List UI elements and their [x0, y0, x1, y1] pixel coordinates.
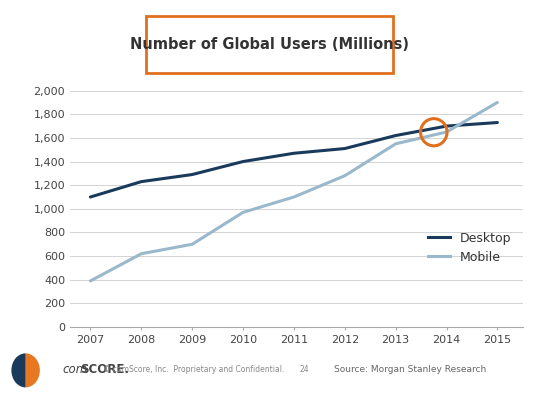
Legend: Desktop, Mobile: Desktop, Mobile	[423, 227, 516, 269]
Wedge shape	[11, 353, 26, 387]
Text: 24: 24	[300, 364, 309, 374]
Text: © comScore, Inc.  Proprietary and Confidential.: © comScore, Inc. Proprietary and Confide…	[103, 364, 285, 374]
Text: Number of Global Users (Millions): Number of Global Users (Millions)	[130, 37, 409, 52]
Text: SCORE.: SCORE.	[80, 362, 129, 375]
Text: Source: Morgan Stanley Research: Source: Morgan Stanley Research	[334, 364, 486, 374]
FancyBboxPatch shape	[146, 16, 393, 73]
Text: com: com	[62, 362, 87, 375]
Wedge shape	[26, 353, 40, 387]
